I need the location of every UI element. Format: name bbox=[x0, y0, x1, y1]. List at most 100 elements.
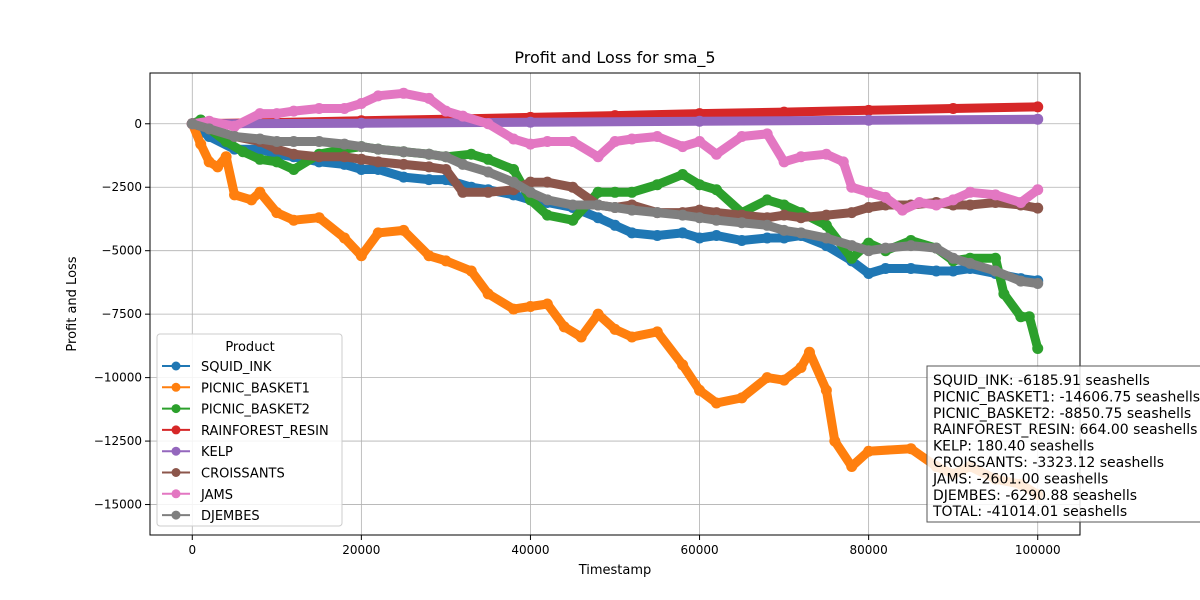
data-point bbox=[1015, 275, 1027, 287]
data-point bbox=[651, 207, 663, 219]
data-point bbox=[863, 268, 875, 280]
data-point bbox=[677, 209, 689, 221]
legend-swatch-marker bbox=[171, 382, 181, 392]
data-point bbox=[1032, 342, 1044, 354]
data-point bbox=[254, 108, 266, 120]
data-point bbox=[440, 255, 452, 267]
data-point bbox=[203, 123, 215, 135]
data-point bbox=[271, 108, 283, 120]
x-tick-label: 20000 bbox=[342, 543, 380, 557]
data-point bbox=[465, 148, 477, 160]
summary-line: PICNIC_BASKET2: -8850.75 seashells bbox=[933, 406, 1191, 422]
legend-swatch-marker bbox=[171, 361, 181, 371]
data-point bbox=[651, 130, 663, 142]
data-point bbox=[271, 143, 283, 155]
data-point bbox=[989, 189, 1001, 201]
data-point bbox=[423, 161, 435, 173]
y-tick-label: 0 bbox=[134, 117, 142, 131]
data-point bbox=[651, 229, 663, 241]
data-point bbox=[524, 186, 536, 198]
data-point bbox=[457, 158, 469, 170]
y-tick-label: −15000 bbox=[94, 498, 142, 512]
data-point bbox=[271, 136, 283, 148]
data-point bbox=[592, 308, 604, 320]
data-point bbox=[930, 265, 942, 277]
data-point bbox=[778, 106, 790, 118]
data-point bbox=[761, 219, 773, 231]
data-point bbox=[245, 194, 257, 206]
data-point bbox=[694, 179, 706, 191]
data-point bbox=[761, 372, 773, 384]
data-point bbox=[524, 116, 536, 128]
data-point bbox=[803, 346, 815, 358]
data-point bbox=[541, 136, 553, 148]
data-point bbox=[423, 92, 435, 104]
data-point bbox=[837, 156, 849, 168]
data-point bbox=[820, 219, 832, 231]
data-point bbox=[609, 323, 621, 335]
legend-swatch-marker bbox=[171, 510, 181, 520]
data-point bbox=[482, 288, 494, 300]
data-point bbox=[288, 136, 300, 148]
y-axis-label: Profit and Loss bbox=[65, 256, 80, 351]
data-point bbox=[271, 207, 283, 219]
x-axis-label: Timestamp bbox=[578, 563, 652, 578]
data-point bbox=[694, 136, 706, 148]
data-point bbox=[846, 460, 858, 472]
legend-label: RAINFOREST_RESIN bbox=[201, 424, 329, 439]
data-point bbox=[482, 186, 494, 198]
series-djembes bbox=[186, 118, 1044, 289]
series-layer bbox=[186, 87, 1044, 501]
data-point bbox=[254, 186, 266, 198]
data-point bbox=[761, 232, 773, 244]
data-point bbox=[338, 138, 350, 150]
summary-line: RAINFOREST_RESIN: 664.00 seashells bbox=[933, 422, 1197, 438]
data-point bbox=[846, 207, 858, 219]
data-point bbox=[465, 265, 477, 277]
data-point bbox=[271, 156, 283, 168]
data-point bbox=[626, 133, 638, 145]
data-point bbox=[1032, 101, 1044, 113]
data-point bbox=[237, 146, 249, 158]
data-point bbox=[930, 199, 942, 211]
data-point bbox=[820, 232, 832, 244]
data-point bbox=[677, 227, 689, 239]
legend-item: CROISSANTS bbox=[162, 467, 285, 482]
legend-item: SQUID_INK bbox=[162, 360, 272, 375]
summary-line: CROISSANTS: -3323.12 seashells bbox=[933, 455, 1164, 471]
data-point bbox=[609, 202, 621, 214]
data-point bbox=[609, 136, 621, 148]
data-point bbox=[203, 156, 215, 168]
data-point bbox=[372, 143, 384, 155]
legend-label: SQUID_INK bbox=[201, 360, 272, 375]
data-point bbox=[863, 186, 875, 198]
data-point bbox=[778, 156, 790, 168]
data-point bbox=[592, 151, 604, 163]
data-point bbox=[567, 181, 579, 193]
data-point bbox=[761, 128, 773, 140]
data-point bbox=[863, 114, 875, 126]
y-tick-label: −7500 bbox=[101, 307, 142, 321]
summary-line: KELP: 180.40 seashells bbox=[933, 439, 1094, 455]
legend-label: KELP bbox=[201, 445, 233, 460]
data-point bbox=[905, 443, 917, 455]
data-point bbox=[609, 219, 621, 231]
data-point bbox=[947, 103, 959, 115]
data-point bbox=[761, 194, 773, 206]
legend-item: KELP bbox=[162, 445, 233, 460]
series-picnic-basket1 bbox=[186, 118, 1044, 501]
data-point bbox=[372, 90, 384, 102]
data-point bbox=[575, 331, 587, 343]
data-point bbox=[524, 138, 536, 150]
summary-lines: SQUID_INK: -6185.91 seashellsPICNIC_BASK… bbox=[932, 373, 1200, 520]
data-point bbox=[313, 151, 325, 163]
legend-item: PICNIC_BASKET1 bbox=[162, 381, 310, 396]
data-point bbox=[846, 240, 858, 252]
data-point bbox=[694, 384, 706, 396]
data-point bbox=[736, 209, 748, 221]
series-line bbox=[187, 114, 1043, 129]
legend-item: RAINFOREST_RESIN bbox=[162, 424, 329, 439]
data-point bbox=[820, 209, 832, 221]
data-point bbox=[186, 118, 198, 130]
